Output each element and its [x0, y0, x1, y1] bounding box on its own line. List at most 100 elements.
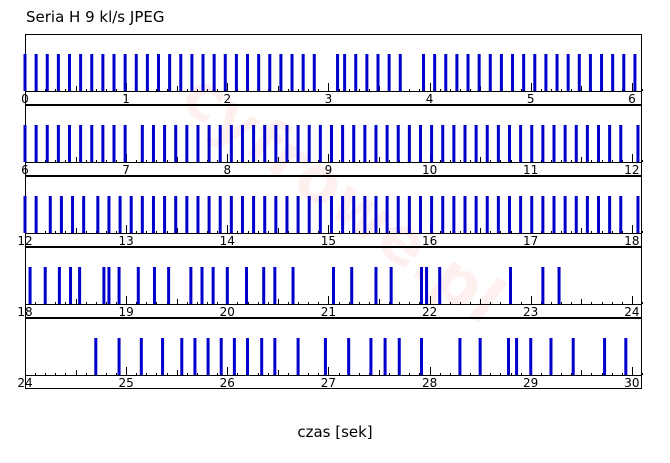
- frame-bar: [152, 267, 156, 304]
- frame-bar: [549, 338, 553, 375]
- frame-bar: [189, 267, 193, 304]
- frame-bar: [420, 267, 423, 304]
- frame-bar: [78, 267, 82, 304]
- frame-bar: [385, 125, 389, 162]
- frame-bar: [354, 54, 358, 91]
- frame-bar: [383, 338, 387, 375]
- frame-bar: [318, 125, 322, 162]
- frame-bar: [229, 125, 233, 162]
- frame-bar: [619, 196, 623, 233]
- x-tick-label: 14: [220, 234, 235, 248]
- frame-bar: [418, 196, 422, 233]
- frame-bar: [273, 267, 277, 304]
- frame-bar: [34, 54, 38, 91]
- frame-bar: [352, 196, 356, 233]
- frame-bar: [420, 338, 423, 375]
- frame-bar: [107, 267, 111, 304]
- frame-bar: [374, 196, 378, 233]
- frame-bar: [496, 125, 500, 162]
- frame-bar: [245, 267, 249, 304]
- frame-bar: [477, 54, 481, 91]
- frame-bar: [522, 54, 526, 91]
- frame-bar: [600, 54, 604, 91]
- frame-bar: [474, 125, 478, 162]
- frame-bar: [179, 54, 183, 91]
- frame-bar: [140, 125, 144, 162]
- frame-bar: [496, 196, 500, 233]
- frame-bar: [530, 196, 534, 233]
- x-tick-label: 25: [118, 376, 133, 390]
- frame-bar: [136, 267, 140, 304]
- x-tick-label: 2: [223, 92, 231, 106]
- frame-bar: [441, 125, 445, 162]
- frame-bar: [474, 196, 478, 233]
- x-tick-label: 29: [523, 376, 538, 390]
- x-tick-label: 10: [422, 163, 437, 177]
- frame-bar: [285, 125, 289, 162]
- frame-bar: [252, 125, 256, 162]
- frame-bar: [112, 54, 116, 91]
- frame-bar: [96, 196, 100, 233]
- frame-bar: [577, 54, 581, 91]
- frame-bar: [530, 125, 534, 162]
- frame-bar: [341, 125, 345, 162]
- frame-bar: [452, 196, 456, 233]
- frame-bar: [232, 338, 236, 375]
- frame-bar: [444, 54, 448, 91]
- frame-bar: [458, 338, 462, 375]
- frame-bar: [218, 125, 222, 162]
- frame-bar: [229, 196, 233, 233]
- frame-bar: [34, 196, 38, 233]
- frame-bar: [552, 125, 556, 162]
- frame-bar: [212, 54, 216, 91]
- frame-bar: [307, 196, 311, 233]
- frame-bar: [207, 125, 211, 162]
- x-tick-label: 20: [220, 305, 235, 319]
- frame-bar: [407, 125, 411, 162]
- frame-bar: [485, 196, 489, 233]
- frame-bar: [263, 196, 267, 233]
- frame-bar: [511, 54, 515, 91]
- frame-bar: [597, 196, 601, 233]
- frame-bar: [43, 267, 47, 304]
- frame-bar: [185, 196, 189, 233]
- frame-bar: [23, 54, 27, 91]
- frame-bar: [365, 54, 369, 91]
- frame-bar: [252, 196, 256, 233]
- frame-bar: [274, 196, 278, 233]
- frame-bar: [541, 267, 545, 304]
- x-tick-label: 12: [17, 234, 32, 248]
- frame-bar: [463, 125, 467, 162]
- frame-bar: [151, 125, 155, 162]
- x-tick-label: 19: [118, 305, 133, 319]
- frame-bar: [161, 338, 165, 375]
- frame-bar: [433, 54, 437, 91]
- frame-bar: [608, 196, 612, 233]
- frame-bar: [519, 196, 523, 233]
- frame-bar: [296, 125, 300, 162]
- frame-bar: [636, 196, 640, 233]
- frame-bar: [466, 54, 470, 91]
- frame-bar: [430, 196, 434, 233]
- frame-bar: [174, 196, 178, 233]
- frame-bar: [603, 338, 607, 375]
- frame-bar: [48, 196, 52, 233]
- frame-bar: [341, 196, 345, 233]
- frame-bar: [452, 125, 456, 162]
- frame-bar: [129, 196, 133, 233]
- frame-bar: [407, 196, 411, 233]
- frame-bar: [574, 125, 578, 162]
- frame-bar: [79, 54, 83, 91]
- frame-bar: [499, 54, 503, 91]
- frame-bar: [296, 196, 300, 233]
- frame-bar: [438, 267, 442, 304]
- frame-bar: [82, 196, 86, 233]
- frame-bar: [268, 54, 272, 91]
- frame-bar: [557, 267, 561, 304]
- x-tick-label: 22: [422, 305, 437, 319]
- x-tick-label: 24: [624, 305, 639, 319]
- frame-bar: [123, 125, 127, 162]
- frame-bar: [285, 196, 289, 233]
- frame-bar: [218, 196, 222, 233]
